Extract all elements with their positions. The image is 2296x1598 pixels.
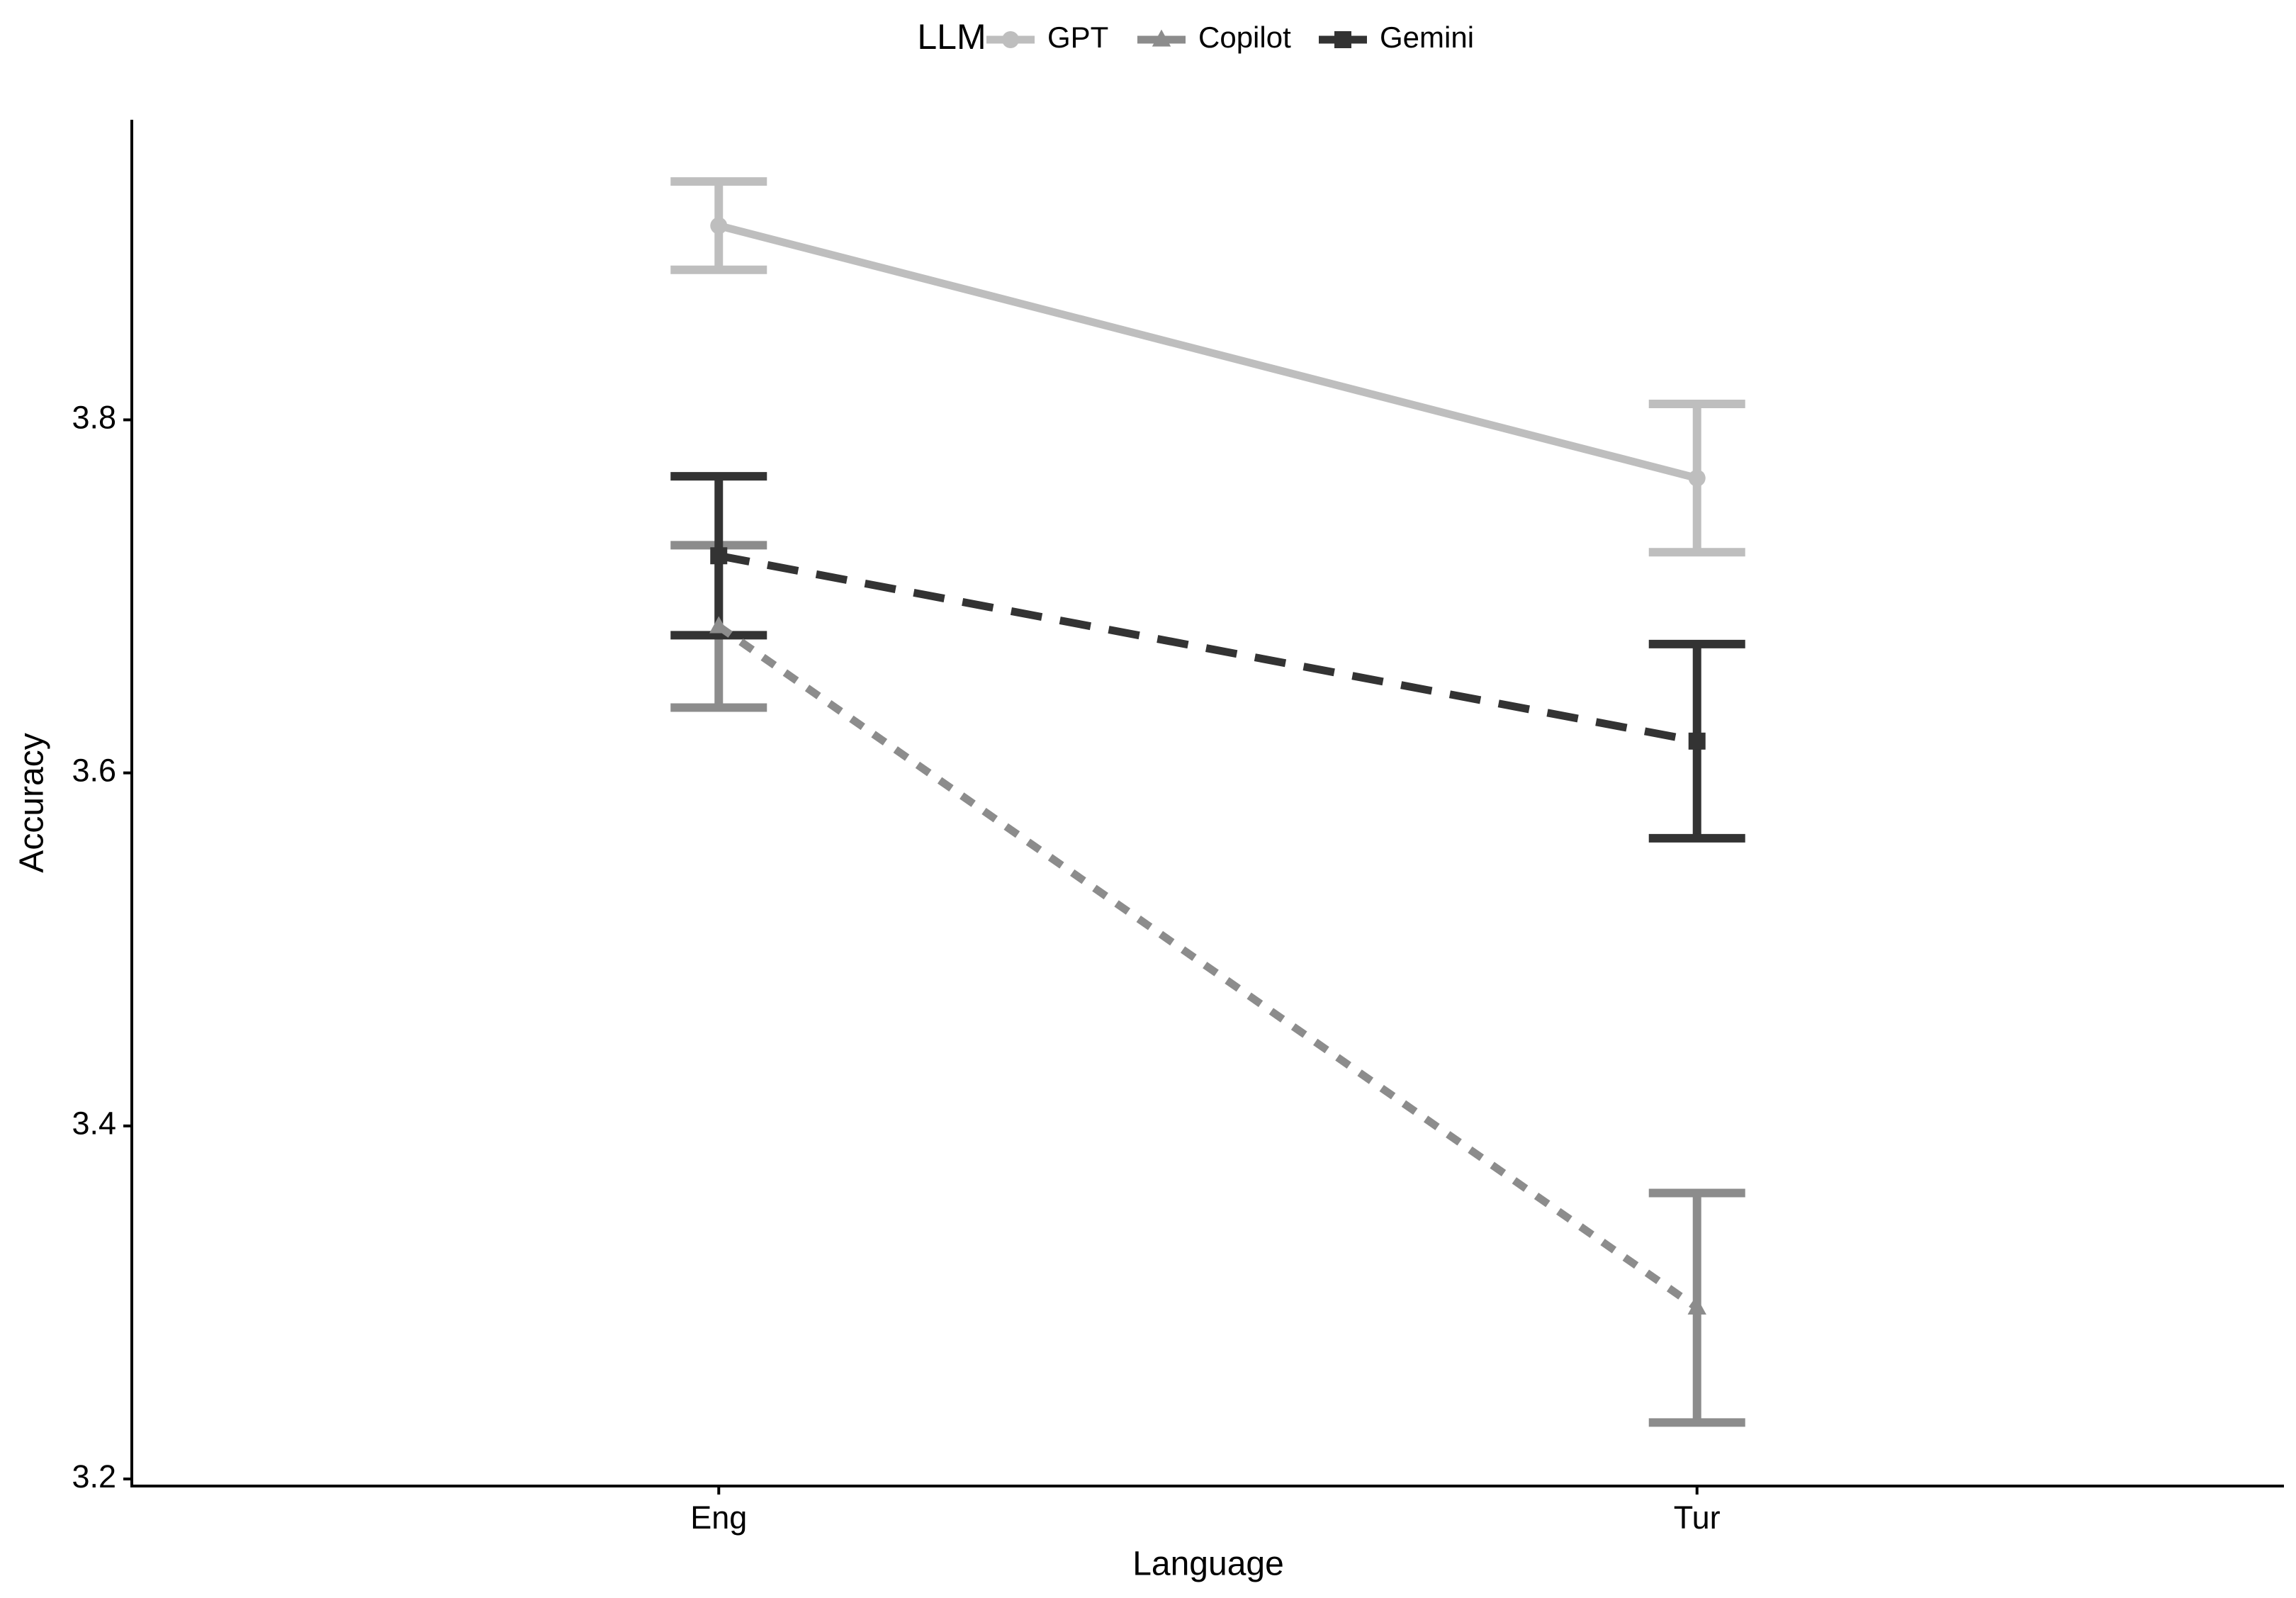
point <box>1688 469 1706 487</box>
y-tick-label: 3.4 <box>72 1105 116 1142</box>
legend-label: Gemini <box>1380 21 1474 54</box>
legend-label: GPT <box>1047 21 1108 54</box>
point <box>1688 732 1706 750</box>
legend-marker <box>1334 31 1351 48</box>
point <box>710 547 728 565</box>
legend-marker <box>1152 29 1171 47</box>
legend-label: Copilot <box>1198 21 1291 54</box>
legend-title: LLM <box>917 17 986 57</box>
series-line <box>718 551 1698 745</box>
point <box>709 616 728 634</box>
series-line <box>717 222 1699 482</box>
series-line <box>716 623 1699 1311</box>
y-tick-label: 3.6 <box>72 753 116 789</box>
legend-marker <box>1002 31 1019 48</box>
y-tick-label: 3.8 <box>72 399 116 435</box>
y-tick-label: 3.2 <box>72 1458 116 1495</box>
x-axis-title: Language <box>1132 1546 1284 1583</box>
point <box>1687 1298 1706 1315</box>
x-tick-label: Tur <box>1674 1499 1721 1536</box>
y-axis-title: Accuracy <box>13 733 51 872</box>
point <box>710 217 728 235</box>
x-tick-label: Eng <box>690 1499 747 1536</box>
